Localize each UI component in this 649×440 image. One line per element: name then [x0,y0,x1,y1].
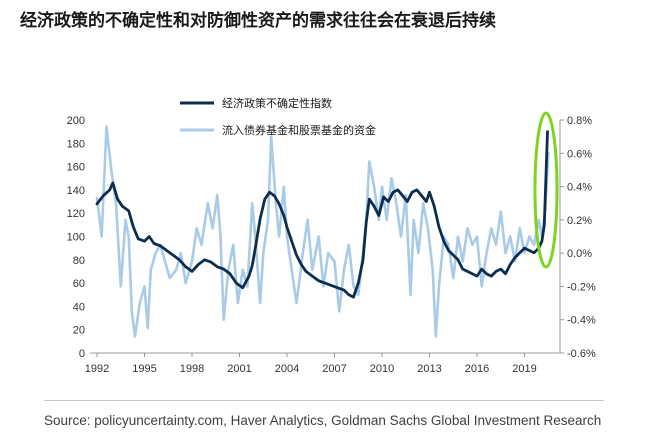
x-tick-label: 2007 [322,363,346,375]
x-tick-label: 1995 [132,363,156,375]
source-note: Source: policyuncertainty.com, Haver Ana… [44,413,602,428]
right-tick-label: 0.2% [567,215,592,227]
series-line-policy-uncertainty [95,130,549,299]
left-tick-label: 180 [67,138,85,150]
highlight-ellipse [533,111,559,269]
left-tick-label: 140 [67,185,85,197]
chart-title: 经济政策的不确定性和对防御性资产的需求往往会在衰退后持续 [20,11,496,31]
left-tick-label: 60 [73,278,85,290]
left-tick-label: 100 [67,232,85,244]
left-tick-label: 20 [73,325,85,337]
left-tick-label: 40 [73,301,85,313]
legend-label-policy-uncertainty: 经济政策不确定性指数 [222,96,332,110]
right-tick-label: 0.0% [567,248,592,260]
x-tick-label: 1998 [180,363,204,375]
right-tick-label: -0.4% [567,315,596,327]
x-axis-ticks: 1992 1995 1998 2001 2004 2007 2010 2013 2016 2019 [85,353,537,375]
right-tick-label: 0.4% [567,182,592,194]
x-tick-label: 2013 [417,363,441,375]
left-tick-label: 200 [67,115,85,127]
left-tick-label: 120 [67,208,85,220]
right-axis-ticks: -0.6% -0.4% -0.2% 0.0% 0.2% 0.4% 0.6% 0.8% [560,115,596,360]
right-tick-label: -0.2% [567,281,596,293]
right-tick-label: 0.8% [567,115,592,127]
x-tick-label: 1992 [85,363,109,375]
footer-divider [44,400,604,401]
left-tick-label: 0 [79,348,85,360]
x-tick-label: 2001 [227,363,251,375]
x-tick-label: 2010 [370,363,394,375]
x-tick-label: 2019 [512,363,536,375]
left-axis-ticks: 0 20 40 60 80 100 120 140 160 180 200 [67,115,85,360]
left-tick-label: 160 [67,162,85,174]
right-tick-label: 0.6% [567,148,592,160]
left-tick-label: 80 [73,255,85,267]
right-tick-label: -0.6% [567,348,596,360]
x-tick-label: 2004 [275,363,299,375]
legend: 经济政策不确定性指数 流入债券基金和股票基金的资金 [180,96,376,137]
x-tick-label: 2016 [465,363,489,375]
series-line-fund-flows [95,125,550,338]
series-layer [95,125,550,338]
legend-label-fund-flows: 流入债券基金和股票基金的资金 [222,123,376,137]
